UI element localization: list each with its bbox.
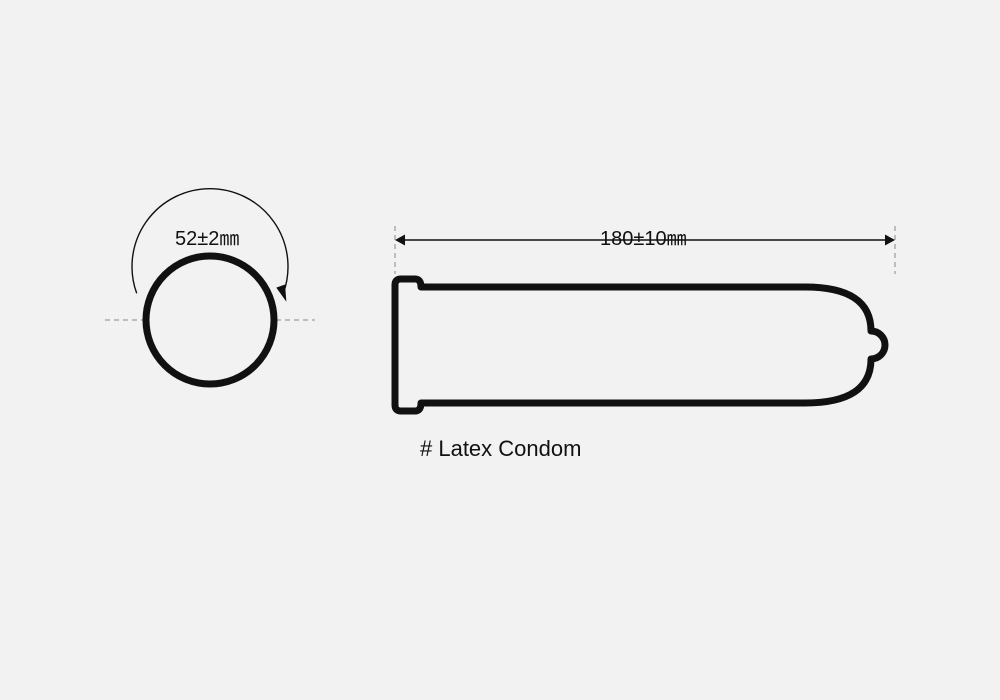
- diagram-svg: [0, 0, 1000, 700]
- diagram-stage: 52±2㎜ 180±10㎜ # Latex Condom: [0, 0, 1000, 700]
- length-dimension-label: 180±10㎜: [600, 222, 687, 251]
- width-dimension-label: 52±2㎜: [175, 222, 239, 251]
- product-caption: # Latex Condom: [420, 436, 581, 462]
